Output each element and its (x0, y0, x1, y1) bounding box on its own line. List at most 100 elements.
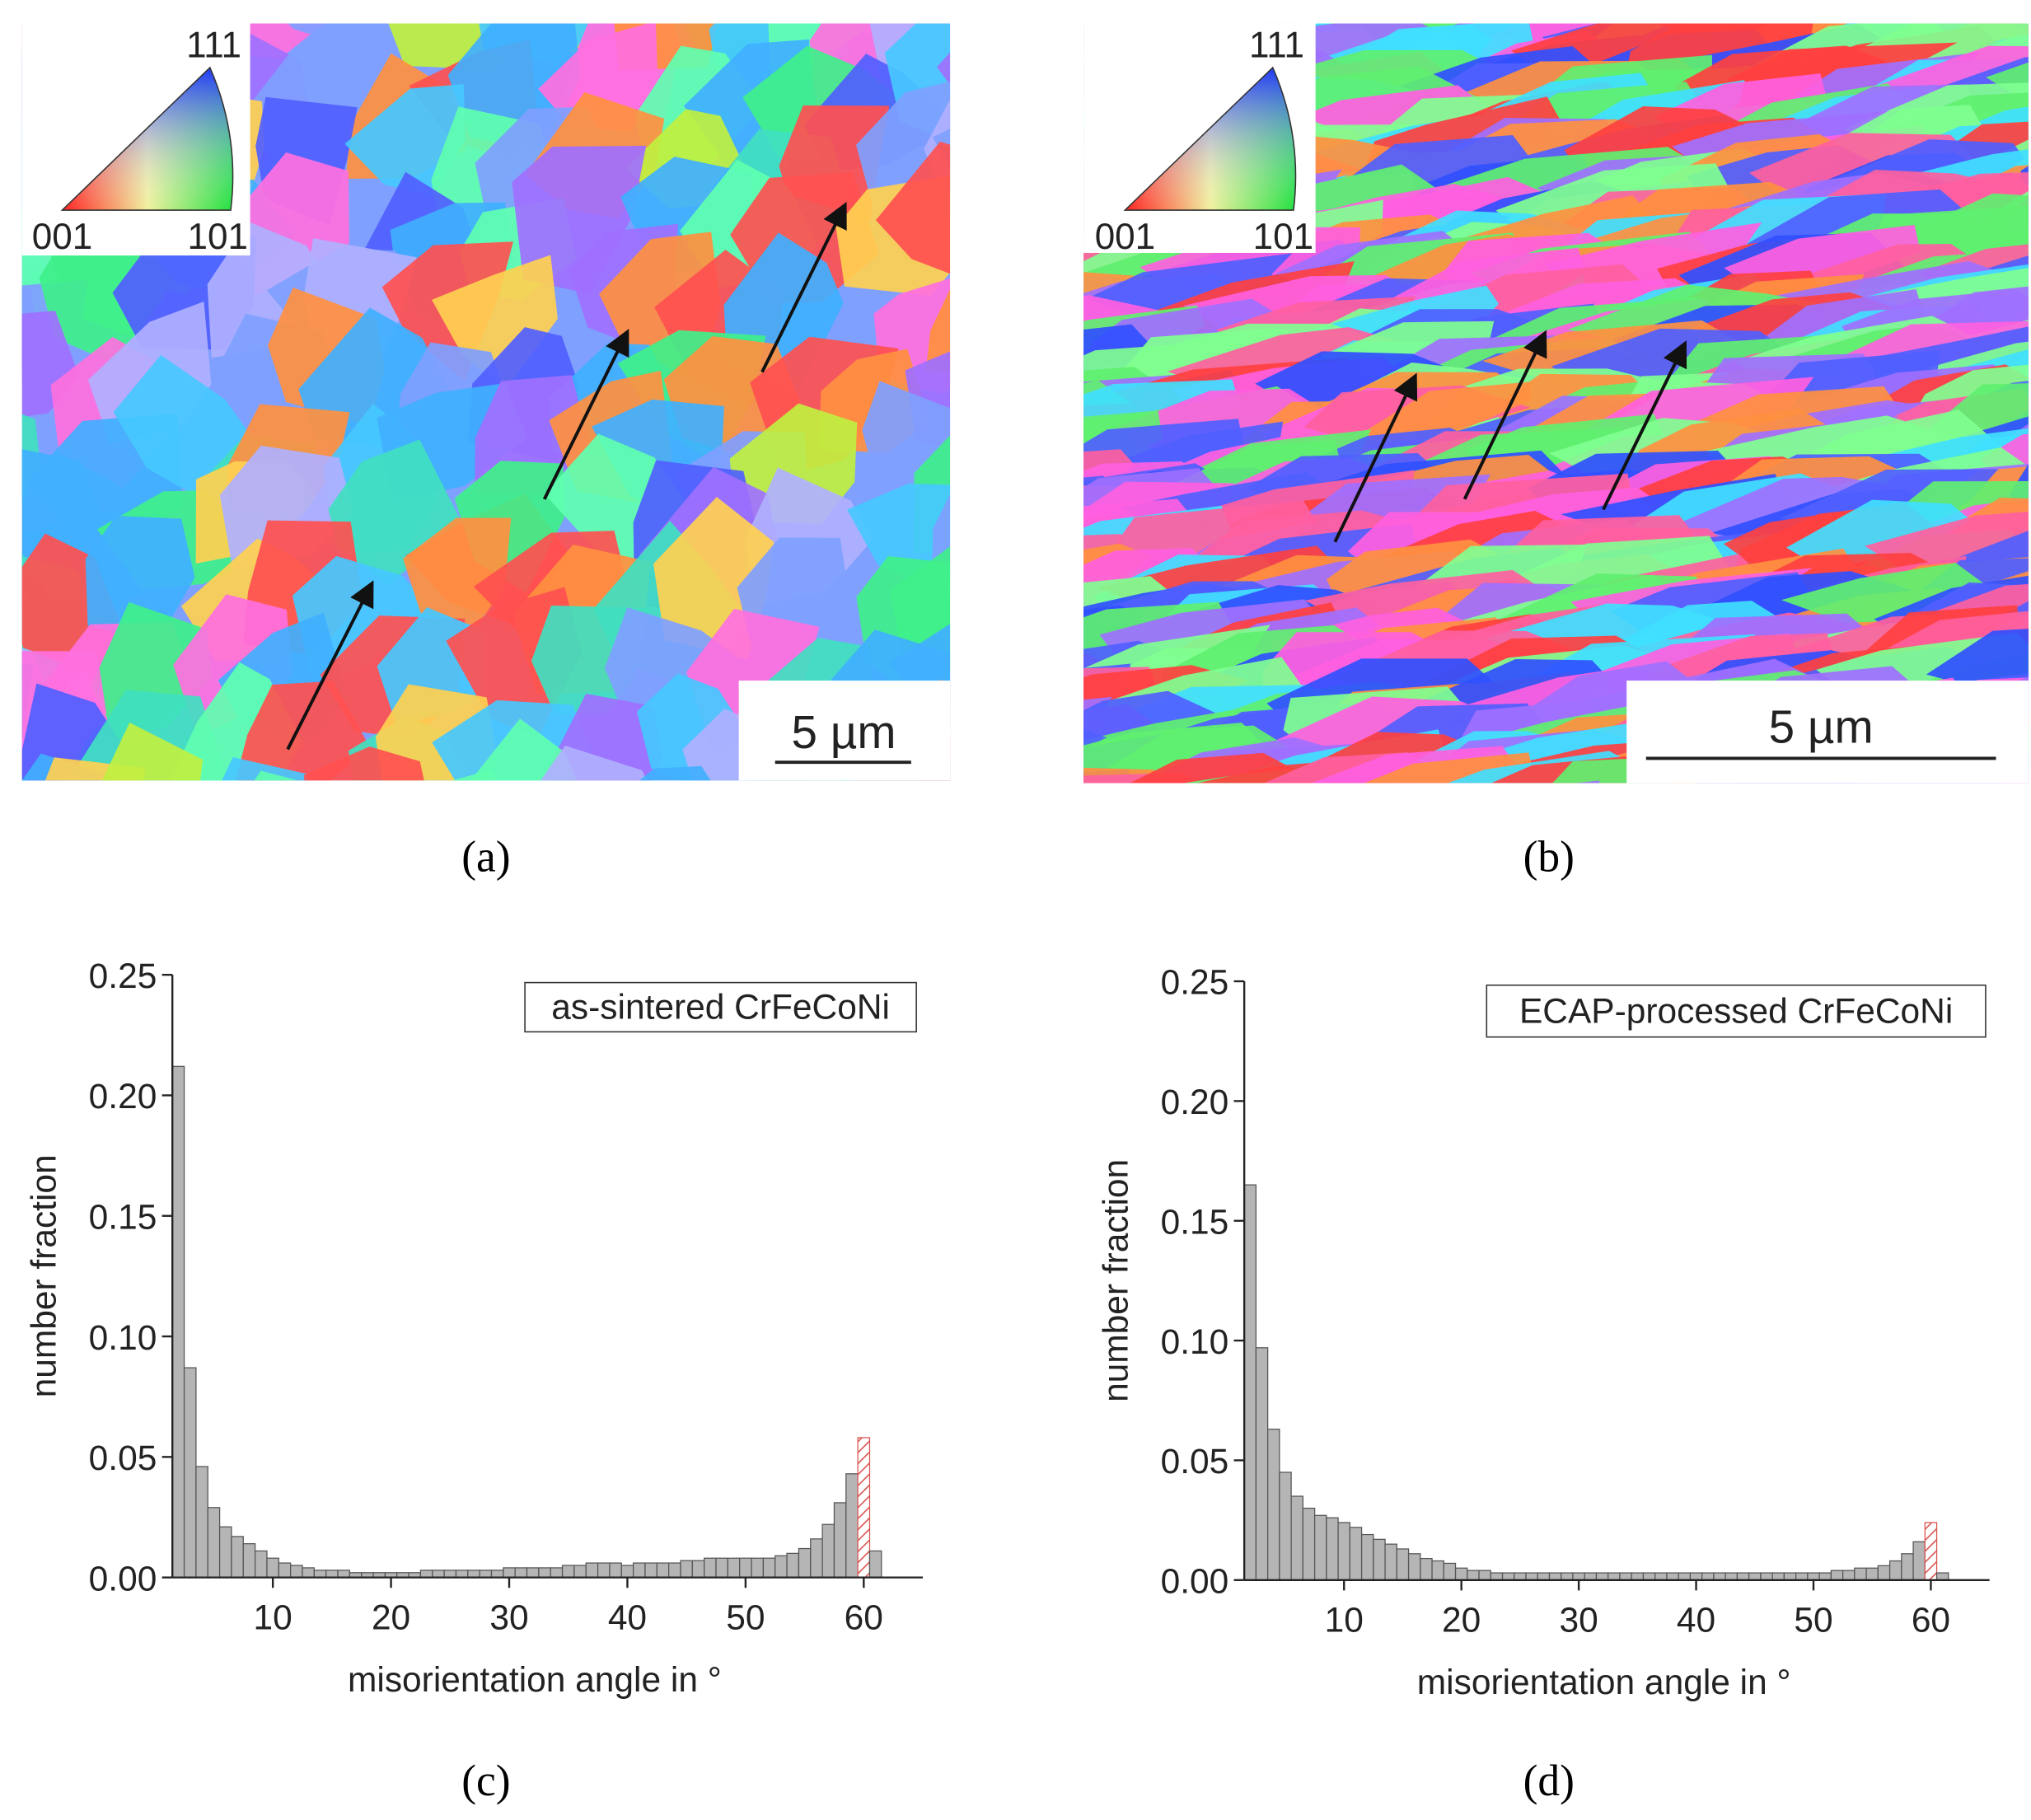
grain (504, 812, 632, 944)
arrow (542, 329, 629, 500)
grain (985, 0, 1092, 30)
grain (156, 836, 281, 969)
grain (1609, 785, 1807, 856)
bar (632, 1562, 646, 1579)
grain (588, 0, 717, 21)
bar (715, 1557, 728, 1579)
highlight-bar (857, 1437, 871, 1579)
grain (1842, 0, 2021, 10)
grain (533, 0, 682, 11)
grain (0, 0, 2, 60)
bar (479, 1570, 493, 1579)
x-axis-label: misorientation angle in ° (348, 1660, 722, 1699)
arrow (1333, 372, 1418, 543)
scale-label: 5 µm (1769, 702, 1874, 754)
grain (1583, 0, 1772, 12)
bar (1443, 1562, 1457, 1581)
x-tick-label: 10 (254, 1598, 292, 1637)
grain (875, 141, 951, 274)
legend-label: 001 (32, 217, 92, 257)
arrow (1462, 330, 1547, 500)
grain (112, 793, 236, 934)
bar (1642, 1572, 1656, 1581)
grain (1802, 801, 2015, 865)
annotation-box (1486, 984, 1987, 1038)
bar (1818, 1572, 1832, 1581)
bar (644, 1562, 658, 1579)
y-tick-label: 0.10 (89, 1318, 157, 1357)
grain (904, 791, 1116, 846)
grain (1767, 23, 1798, 28)
bar (1877, 1565, 1891, 1581)
bar (739, 1557, 752, 1579)
bar (467, 1570, 480, 1579)
bar (1724, 1572, 1739, 1581)
grain (787, 776, 803, 781)
highlight-bar (1924, 1522, 1938, 1581)
bar (514, 1567, 528, 1579)
bar (1760, 1572, 1773, 1581)
bar (242, 1543, 256, 1579)
bar (1279, 1471, 1292, 1581)
grain (925, 288, 951, 372)
x-axis-label: misorientation angle in ° (1417, 1663, 1791, 1701)
grain (1919, 789, 2031, 853)
bar (1537, 1572, 1551, 1581)
x-tick-label: 60 (1912, 1601, 1950, 1640)
grain (1890, 0, 2031, 21)
bar (313, 1570, 327, 1579)
bar (1631, 1572, 1645, 1581)
grain (604, 607, 749, 732)
grain (538, 23, 659, 132)
bar (1595, 1572, 1609, 1581)
bar (1783, 1572, 1797, 1581)
annotation-box (524, 981, 917, 1033)
bar (195, 1466, 208, 1579)
bar (691, 1560, 705, 1579)
bar (171, 1065, 185, 1579)
grain (85, 515, 195, 643)
caption: (d) (1523, 1756, 1575, 1805)
annotation: as-sintered CrFeCoNi (551, 988, 890, 1027)
grain (1898, 788, 2031, 854)
bar (1888, 1560, 1902, 1581)
bar (1584, 1572, 1598, 1581)
bar (1607, 1572, 1621, 1581)
grain (962, 0, 1093, 119)
grain (1839, 810, 2031, 870)
grain (1575, 780, 1600, 784)
bar (302, 1567, 315, 1579)
bar (1525, 1572, 1538, 1581)
grain (1329, 786, 1542, 855)
grain (967, 168, 1100, 301)
grain (982, 394, 1100, 515)
bar (620, 1565, 634, 1579)
chart: 0.00 0.05 0.10 0.15 0.20 0.25 10 20 30 40 50 60 miso… (25, 957, 924, 1699)
grain (1003, 798, 1208, 868)
y-tick-label: 0.10 (1161, 1322, 1229, 1361)
bar (704, 1557, 717, 1579)
bar (1407, 1553, 1421, 1581)
bar (337, 1570, 350, 1579)
bar (1514, 1572, 1527, 1581)
grain (1926, 629, 2029, 691)
ipf-triangle (60, 66, 234, 211)
grain (0, 329, 11, 478)
bar (1326, 1517, 1339, 1581)
x-tick-label: 30 (1559, 1601, 1598, 1640)
caption: (c) (461, 1756, 510, 1805)
bar (254, 1550, 268, 1579)
scale-box (1626, 681, 2029, 784)
bar (1302, 1507, 1316, 1581)
y-tick-label: 0.25 (89, 957, 157, 995)
grain (977, 236, 1102, 347)
grain (963, 841, 1114, 984)
arrow (286, 580, 374, 751)
bar (680, 1560, 693, 1579)
legend-label: 101 (188, 217, 248, 257)
x-tick-label: 40 (1677, 1601, 1715, 1640)
grain (344, 84, 466, 196)
grain (1108, 791, 1331, 857)
y-tick-label: 0.00 (89, 1559, 157, 1598)
